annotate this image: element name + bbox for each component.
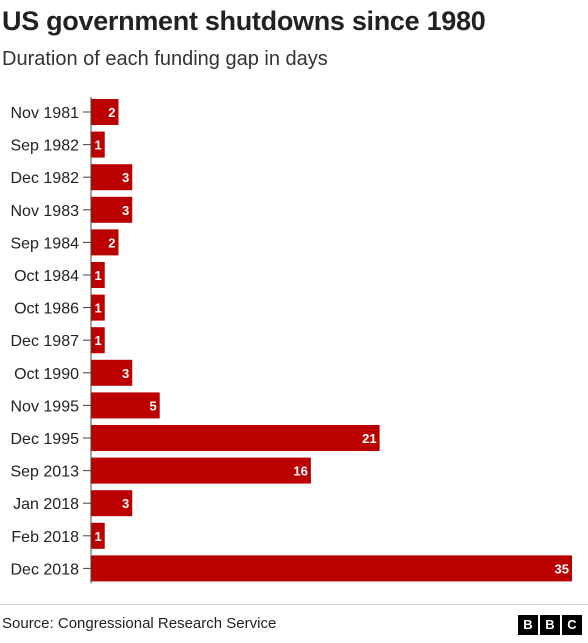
logo-letter-b2: B <box>540 615 560 635</box>
bar <box>91 262 105 288</box>
data-label: 1 <box>95 301 102 316</box>
data-label: 16 <box>293 464 307 479</box>
category-label: Nov 1983 <box>11 203 80 220</box>
data-label: 2 <box>108 105 115 120</box>
bar <box>91 359 133 386</box>
bar <box>91 229 119 256</box>
data-label: 3 <box>122 366 129 381</box>
bar <box>91 294 105 321</box>
category-label: Oct 1984 <box>14 268 79 285</box>
data-label: 3 <box>122 496 129 511</box>
bar <box>91 392 160 419</box>
bar <box>91 425 380 451</box>
category-label: Dec 1995 <box>11 431 80 448</box>
logo-letter-b1: B <box>518 615 538 635</box>
category-label: Sep 2013 <box>10 464 79 481</box>
category-label: Dec 1982 <box>11 170 80 187</box>
data-label: 35 <box>555 561 569 576</box>
bar <box>91 490 133 517</box>
bar <box>91 555 572 582</box>
category-label: Oct 1990 <box>14 366 79 383</box>
source-note: Source: Congressional Research Service <box>2 615 277 632</box>
data-label: 1 <box>95 138 102 153</box>
bar <box>91 327 105 354</box>
bar <box>91 131 105 158</box>
category-label: Feb 2018 <box>11 529 79 546</box>
bar <box>91 522 105 549</box>
category-label: Jan 2018 <box>13 496 79 513</box>
category-label: Nov 1995 <box>11 398 80 415</box>
category-label: Sep 1982 <box>10 138 79 155</box>
bar-chart: Nov 1981 2 Sep 1982 1 Dec 1982 3 Nov 1983 3 Sep … <box>10 97 572 584</box>
bar <box>91 457 311 484</box>
data-label: 1 <box>95 268 102 283</box>
category-label: Dec 1987 <box>11 333 80 350</box>
category-label: Oct 1986 <box>14 301 79 318</box>
chart-title: US government shutdowns since 1980 <box>2 6 486 36</box>
data-label: 1 <box>95 333 102 348</box>
category-label: Sep 1984 <box>10 235 79 252</box>
logo-letter-c: C <box>562 615 582 635</box>
bar <box>91 99 119 125</box>
data-label: 2 <box>108 235 115 250</box>
chart-subtitle: Duration of each funding gap in days <box>2 48 328 70</box>
data-label: 1 <box>95 529 102 544</box>
data-label: 5 <box>149 398 156 413</box>
data-label: 3 <box>122 170 129 185</box>
bbc-logo: B B C <box>518 615 582 635</box>
data-label: 21 <box>362 431 376 446</box>
category-label: Nov 1981 <box>11 105 80 122</box>
bar <box>91 196 133 223</box>
bar <box>91 164 133 191</box>
category-label: Dec 2018 <box>11 561 80 578</box>
data-label: 3 <box>122 203 129 218</box>
footer-divider <box>0 604 588 605</box>
